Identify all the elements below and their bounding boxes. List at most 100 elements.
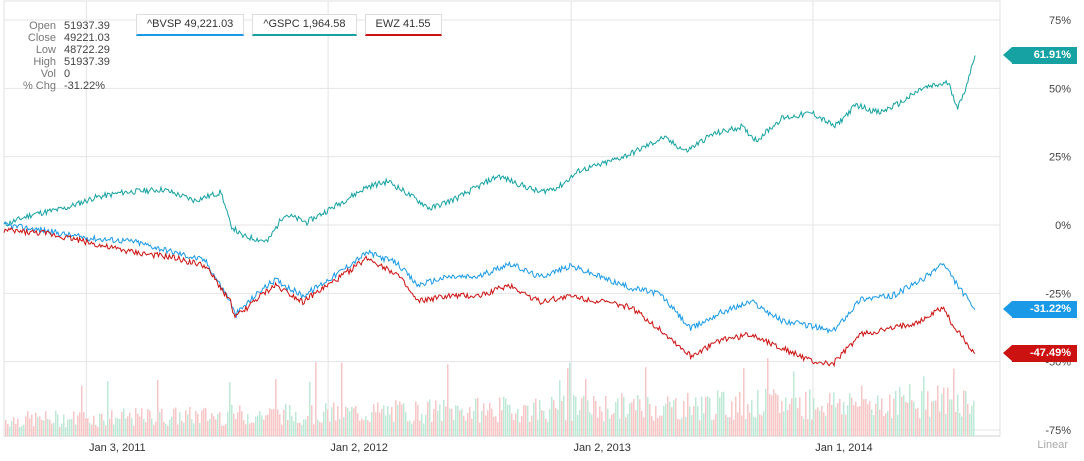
volume-bar [73, 411, 75, 436]
y-tick-label: -75% [1045, 425, 1071, 437]
volume-bar [887, 411, 889, 436]
volume-bar [949, 399, 951, 436]
volume-bar [759, 414, 761, 436]
volume-bar [29, 418, 31, 436]
volume-bar [959, 412, 961, 436]
volume-bar [431, 421, 433, 436]
volume-bar [927, 391, 929, 436]
volume-bar [165, 423, 167, 436]
volume-bar [281, 424, 283, 436]
y-tick-label: -25% [1045, 288, 1071, 300]
volume-bar [621, 393, 623, 436]
volume-bar [331, 407, 333, 436]
volume-bar [163, 421, 165, 436]
ohlc-open-value: 51937.39 [64, 20, 110, 32]
volume-bar [121, 412, 123, 436]
volume-bar [563, 395, 565, 436]
volume-bar [491, 408, 493, 436]
volume-bar [219, 412, 221, 436]
volume-bar [913, 401, 915, 436]
volume-bar [449, 408, 451, 436]
volume-bar [441, 420, 443, 436]
volume-bar [613, 413, 615, 436]
scale-mode-label[interactable]: Linear [1037, 439, 1068, 451]
volume-bar [425, 414, 427, 436]
volume-bar [225, 423, 227, 436]
x-tick-label: Jan 1, 2014 [815, 442, 873, 454]
volume-bar [437, 410, 439, 436]
ohlc-pctchg-row: % Chg -31.22% [6, 80, 110, 92]
volume-bar [791, 398, 793, 436]
volume-bar [259, 410, 261, 436]
volume-bar [447, 364, 449, 436]
volume-bar [749, 412, 751, 436]
volume-bar [13, 417, 15, 436]
volume-bar [721, 392, 723, 436]
volume-bar [237, 412, 239, 436]
volume-bar [473, 411, 475, 436]
volume-bar [295, 411, 297, 436]
volume-bar [325, 403, 327, 436]
volume-bar [789, 404, 791, 436]
legend-item-bvsp[interactable]: ^BVSP 49,221.03 [136, 14, 245, 36]
volume-bar [167, 425, 169, 436]
volume-bar [477, 397, 479, 436]
volume-bar [139, 416, 141, 436]
volume-bar [469, 407, 471, 436]
volume-bar [343, 417, 345, 436]
volume-bar [119, 419, 121, 436]
volume-bar [559, 380, 561, 436]
volume-bar [403, 403, 405, 436]
volume-bar [317, 419, 319, 436]
ohlc-low-label: Low [35, 44, 56, 56]
volume-bar [577, 415, 579, 436]
y-tick-label: 0% [1055, 220, 1071, 232]
volume-bar [951, 399, 953, 436]
volume-bar [319, 421, 321, 436]
volume-bar [485, 415, 487, 436]
volume-bar [233, 413, 235, 436]
volume-bar [39, 416, 41, 436]
volume-bar [931, 401, 933, 436]
y-tick-label: 50% [1049, 83, 1071, 95]
volume-bar [807, 419, 809, 436]
legend-item-ewz[interactable]: EWZ 41.55 [364, 14, 442, 36]
volume-bar [957, 394, 959, 436]
volume-bar [87, 418, 89, 436]
volume-bar [323, 411, 325, 436]
volume-bar [285, 403, 287, 436]
volume-bar [185, 410, 187, 436]
volume-bar [307, 415, 309, 436]
volume-bar [817, 407, 819, 436]
end-value-tag-bvsp: -31.22% [1003, 301, 1077, 319]
ohlc-high-row: High 51937.39 [6, 56, 110, 68]
volume-bar [593, 395, 595, 436]
volume-bar [291, 415, 293, 436]
ohlc-vol-value: 0 [64, 68, 71, 80]
volume-bar [151, 418, 153, 436]
volume-bar [253, 422, 255, 436]
volume-bar [811, 419, 813, 436]
volume-bar [475, 399, 477, 436]
volume-bar [545, 418, 547, 436]
volume-bar [353, 408, 355, 436]
volume-bar [201, 410, 203, 436]
end-value-tag-ewz: -47.49% [1003, 344, 1077, 362]
volume-bar [573, 394, 575, 436]
volume-bar [495, 416, 497, 436]
volume-bar [419, 420, 421, 436]
volume-bar [729, 417, 731, 436]
volume-bar [623, 396, 625, 436]
volume-bar [455, 405, 457, 436]
volume-bar [349, 411, 351, 436]
volume-bar [719, 397, 721, 436]
volume-bar [701, 396, 703, 436]
volume-bar [385, 415, 387, 436]
legend-item-gspc[interactable]: ^GSPC 1,964.58 [252, 14, 357, 36]
volume-bar [289, 405, 291, 436]
ohlc-low-row: Low 48722.29 [6, 44, 110, 56]
volume-bar [315, 362, 317, 436]
volume-bar [195, 411, 197, 436]
volume-bar [287, 419, 289, 436]
volume-bar [829, 392, 831, 436]
